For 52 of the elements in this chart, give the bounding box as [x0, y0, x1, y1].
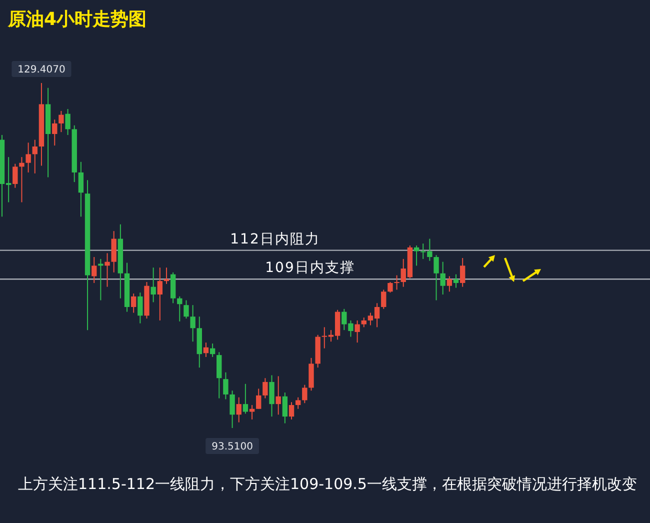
- candlestick: [302, 384, 308, 404]
- candlestick: [434, 254, 439, 301]
- candlestick: [52, 119, 58, 146]
- candlestick: [276, 376, 281, 416]
- candlestick: [157, 267, 163, 321]
- text: 上方关注111.5-112一线阻力，下方关注109-109.5一线支撑，在根据突破情况进行择机改变: [18, 474, 638, 495]
- candlestick: [249, 404, 255, 420]
- candlestick: [242, 383, 248, 414]
- candlestick: [111, 230, 116, 273]
- candlestick: [288, 402, 294, 420]
- candlestick: [32, 139, 38, 174]
- candlestick: [440, 261, 446, 296]
- candlestick: [138, 292, 143, 324]
- candlestick: [26, 142, 31, 173]
- candlestick: [269, 374, 274, 418]
- annotation: 93.5100: [212, 442, 253, 452]
- candlestick: [256, 388, 262, 410]
- ref-line-label: 112日内阻力: [230, 231, 320, 248]
- candlestick: [388, 282, 393, 294]
- candlestick: [78, 161, 84, 218]
- candlestick: [216, 352, 222, 399]
- candlestick: [164, 267, 170, 284]
- candlestick: [65, 108, 70, 136]
- candlestick: [394, 274, 400, 290]
- candlestick: [262, 378, 268, 399]
- candlestick: [453, 274, 459, 288]
- ref-line-label: 109日内支撑: [265, 260, 355, 276]
- candlestick: [92, 256, 97, 284]
- candlestick: [354, 320, 360, 344]
- candlestick: [230, 390, 235, 428]
- candlestick: [295, 396, 301, 410]
- candlestick: [19, 156, 24, 203]
- candlestick: [414, 244, 420, 266]
- candlestick: [210, 343, 216, 358]
- candlestick: [460, 257, 466, 288]
- candlestick: [236, 396, 242, 423]
- candlestick: [282, 392, 288, 424]
- candlestick: [130, 293, 136, 314]
- candlestick: [446, 276, 452, 292]
- candlestick: [58, 110, 64, 133]
- candlestick: [104, 252, 110, 288]
- candlestick: [223, 372, 228, 400]
- candlestick: [177, 296, 182, 322]
- annotation: 129.4070: [18, 64, 66, 76]
- candlestick: [203, 342, 209, 358]
- candlestick: [184, 300, 189, 320]
- candlestick: [190, 304, 196, 342]
- candlestick: [361, 317, 366, 328]
- candlestick: [150, 267, 156, 303]
- chart-title: 原油4小时走势图: [7, 9, 147, 30]
- candlestick: [381, 289, 386, 310]
- candlestick: [12, 163, 18, 188]
